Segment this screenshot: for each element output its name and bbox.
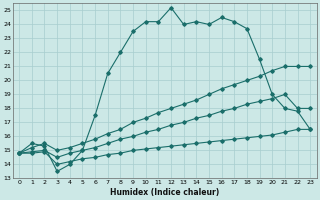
X-axis label: Humidex (Indice chaleur): Humidex (Indice chaleur) xyxy=(110,188,219,197)
